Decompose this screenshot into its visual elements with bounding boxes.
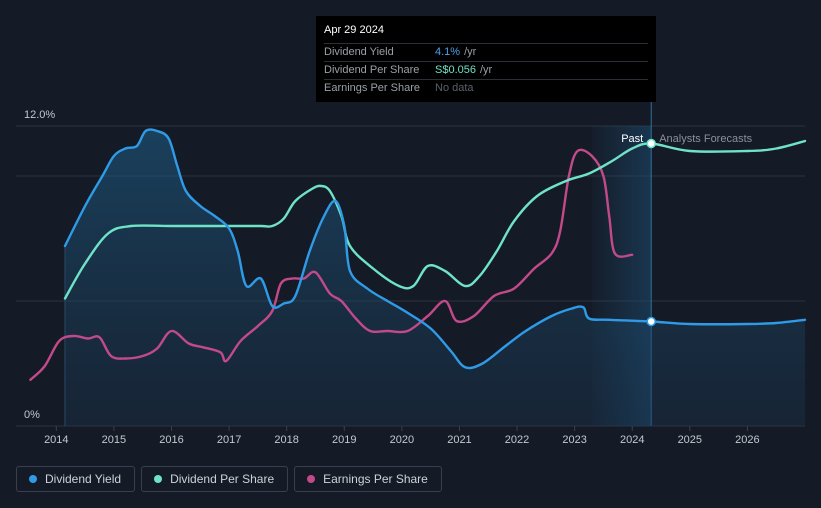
series-layer: [29, 128, 807, 426]
legend: Dividend Yield Dividend Per Share Earnin…: [16, 466, 442, 492]
x-tick-label: 2016: [159, 434, 183, 446]
x-tick-label: 2023: [562, 434, 586, 446]
marker-dot-dividend-yield: [646, 316, 656, 327]
tooltip-row-dividend-per-share: Dividend Per Share S$0.056 /yr: [324, 61, 648, 79]
x-tick-label: 2019: [332, 434, 356, 446]
x-tick-label: 2014: [44, 434, 68, 446]
tooltip-unit: /yr: [464, 46, 477, 58]
series-area-dividend-yield: [65, 129, 805, 426]
x-tick-label: 2020: [390, 434, 414, 446]
series-line-dividend-yield: [63, 128, 807, 370]
x-tick-label: 2024: [620, 434, 644, 446]
marker-dot-dividend-per-share: [646, 138, 656, 149]
x-tick-label: 2025: [678, 434, 702, 446]
tooltip-value: 4.1%: [435, 46, 461, 58]
tooltip-row-dividend-yield: Dividend Yield 4.1% /yr: [324, 43, 648, 61]
past-label: Past: [621, 133, 643, 145]
tooltip: Apr 29 2024 Dividend Yield 4.1% /yr Divi…: [316, 16, 656, 102]
series-line-dividend-per-share: [63, 139, 807, 300]
legend-item-earnings-per-share[interactable]: Earnings Per Share: [294, 466, 442, 492]
legend-item-dividend-yield[interactable]: Dividend Yield: [16, 466, 136, 492]
tooltip-value: S$0.056: [435, 64, 476, 76]
tooltip-label: Dividend Per Share: [324, 64, 420, 76]
legend-item-dividend-per-share[interactable]: Dividend Per Share: [141, 466, 289, 492]
tooltip-value: No data: [435, 82, 474, 94]
legend-dot-icon: [307, 475, 316, 483]
legend-label: Earnings Per Share: [323, 472, 428, 486]
y-tick-label-bottom: 0%: [24, 409, 40, 421]
x-tick-label: 2022: [505, 434, 529, 446]
tooltip-label: Dividend Yield: [324, 46, 394, 58]
y-tick-label-top: 12.0%: [24, 109, 55, 121]
marker-layer: [646, 138, 656, 327]
x-tick-label: 2017: [217, 434, 241, 446]
axis-labels: 12.0% 0% Past Analysts Forecasts: [24, 109, 753, 421]
x-axis: 2014 2015 2016 2017 2018 2019 2020 2021 2022 2023…: [44, 426, 760, 446]
legend-dot-icon: [154, 475, 163, 483]
series-line-earnings-per-share: [29, 148, 634, 381]
legend-dot-icon: [29, 475, 37, 483]
legend-label: Dividend Yield: [45, 472, 122, 486]
forecast-label: Analysts Forecasts: [659, 133, 752, 145]
x-tick-label: 2026: [735, 434, 759, 446]
tooltip-date: Apr 29 2024: [324, 24, 384, 36]
tooltip-row-earnings-per-share: Earnings Per Share No data: [324, 79, 648, 97]
x-tick-label: 2015: [102, 434, 126, 446]
x-tick-label: 2018: [274, 434, 298, 446]
tooltip-label: Earnings Per Share: [324, 82, 420, 94]
legend-label: Dividend Per Share: [170, 472, 275, 486]
tooltip-unit: /yr: [479, 64, 493, 76]
x-tick-label: 2021: [447, 434, 471, 446]
